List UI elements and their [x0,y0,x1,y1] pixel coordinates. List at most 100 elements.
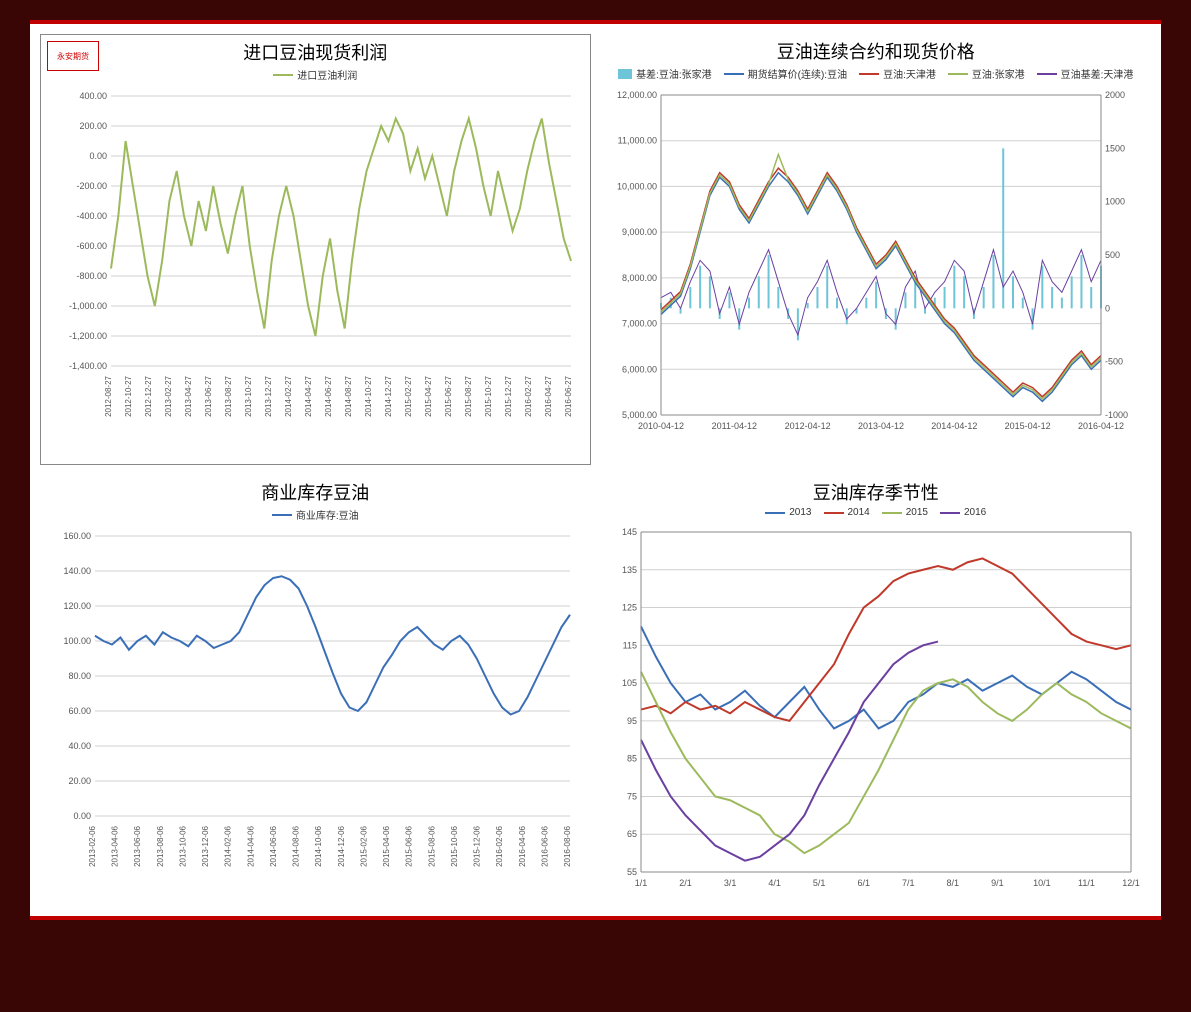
svg-text:5,000.00: 5,000.00 [621,410,656,420]
svg-text:120.00: 120.00 [63,601,91,611]
legend-swatch [724,73,744,75]
chart4-plot: 14513512511510595857565551/12/13/14/15/1… [601,522,1141,902]
legend-label: 期货结算价(连续):豆油 [748,66,847,81]
svg-text:10/1: 10/1 [1033,878,1051,888]
svg-text:2015-12-06: 2015-12-06 [473,825,482,866]
chart3-title: 商业库存豆油 [40,479,591,505]
svg-text:400.00: 400.00 [79,91,107,101]
svg-text:20.00: 20.00 [68,776,91,786]
svg-text:2013-10-27: 2013-10-27 [244,375,253,416]
svg-text:2013-04-06: 2013-04-06 [111,825,120,866]
svg-text:2014-04-12: 2014-04-12 [931,421,977,431]
legend-swatch [882,512,902,514]
svg-text:-800.00: -800.00 [76,271,107,281]
svg-text:55: 55 [626,867,636,877]
svg-text:2015-02-27: 2015-02-27 [404,375,413,416]
svg-text:200.00: 200.00 [79,121,107,131]
svg-text:2016-04-12: 2016-04-12 [1077,421,1123,431]
svg-text:4/1: 4/1 [768,878,781,888]
svg-text:7/1: 7/1 [902,878,915,888]
content-area: 永安期货 进口豆油现货利润 进口豆油利润 400.00 200.00 0.00 -20… [30,20,1161,920]
svg-text:100.00: 100.00 [63,636,91,646]
svg-text:1/1: 1/1 [634,878,647,888]
chart-inventory-seasonality: 豆油库存季节性 2013201420152016 145135125115105… [601,475,1152,906]
legend-item: 期货结算价(连续):豆油 [724,66,847,81]
svg-text:2014-12-27: 2014-12-27 [384,375,393,416]
svg-text:8/1: 8/1 [946,878,959,888]
svg-text:2016-04-06: 2016-04-06 [518,825,527,866]
legend-item: 2015 [882,507,928,518]
svg-text:145: 145 [621,527,636,537]
svg-text:60.00: 60.00 [68,706,91,716]
svg-text:2013-06-06: 2013-06-06 [133,825,142,866]
svg-text:95: 95 [626,716,636,726]
legend-item: 进口豆油利润 [273,67,357,82]
svg-text:2/1: 2/1 [679,878,692,888]
svg-text:11,000.00: 11,000.00 [617,136,656,146]
svg-text:2014-10-06: 2014-10-06 [314,825,323,866]
svg-text:85: 85 [626,754,636,764]
legend-swatch [272,514,292,516]
legend-item: 商业库存:豆油 [272,507,359,522]
legend-swatch [940,512,960,514]
legend-item: 2014 [824,507,870,518]
legend-label: 进口豆油利润 [297,67,357,82]
svg-text:125: 125 [621,603,636,613]
chart-commercial-inventory: 商业库存豆油 商业库存:豆油 160.00140.00120.00100.008… [40,475,591,906]
svg-text:2012-12-27: 2012-12-27 [144,375,153,416]
svg-text:-1000: -1000 [1105,410,1128,420]
svg-text:2013-12-27: 2013-12-27 [264,375,273,416]
svg-text:2012-10-27: 2012-10-27 [124,375,133,416]
chart1-title: 进口豆油现货利润 [41,39,590,65]
svg-text:12/1: 12/1 [1122,878,1140,888]
legend-item: 2016 [940,507,986,518]
svg-text:12,000.00: 12,000.00 [616,90,656,100]
svg-text:-600.00: -600.00 [76,241,107,251]
svg-text:2013-10-06: 2013-10-06 [178,825,187,866]
chart1-legend: 进口豆油利润 [41,67,590,82]
legend-swatch [859,73,879,75]
legend-item: 豆油:张家港 [948,66,1025,81]
svg-text:2013-08-06: 2013-08-06 [156,825,165,866]
svg-text:2014-06-06: 2014-06-06 [269,825,278,866]
svg-text:135: 135 [621,565,636,575]
legend-item: 豆油基差:天津港 [1037,66,1134,81]
svg-text:1500: 1500 [1105,143,1125,153]
svg-text:2013-04-12: 2013-04-12 [857,421,903,431]
svg-text:500: 500 [1105,250,1120,260]
svg-text:2000: 2000 [1105,90,1125,100]
svg-text:2012-08-27: 2012-08-27 [104,375,113,416]
svg-text:105: 105 [621,678,636,688]
svg-text:2014-10-27: 2014-10-27 [364,375,373,416]
svg-text:-200.00: -200.00 [76,181,107,191]
svg-text:5/1: 5/1 [812,878,825,888]
svg-text:2013-08-27: 2013-08-27 [224,375,233,416]
svg-text:65: 65 [626,829,636,839]
svg-text:2015-10-27: 2015-10-27 [484,375,493,416]
legend-label: 基差:豆油:张家港 [636,66,712,81]
svg-text:2014-12-06: 2014-12-06 [337,825,346,866]
svg-text:2012-04-12: 2012-04-12 [784,421,830,431]
svg-text:2015-06-27: 2015-06-27 [444,375,453,416]
svg-text:2015-08-27: 2015-08-27 [464,375,473,416]
svg-text:10,000.00: 10,000.00 [616,181,656,191]
legend-label: 2016 [964,507,986,518]
svg-text:140.00: 140.00 [63,566,91,576]
svg-text:2011-04-12: 2011-04-12 [711,421,756,431]
svg-text:6,000.00: 6,000.00 [621,364,656,374]
svg-text:7,000.00: 7,000.00 [621,319,656,329]
svg-text:8,000.00: 8,000.00 [621,273,656,283]
legend-label: 豆油基差:天津港 [1061,66,1134,81]
chart-soyoil-futures-spot: 豆油连续合约和现货价格 基差:豆油:张家港期货结算价(连续):豆油豆油:天津港豆… [601,34,1152,465]
svg-text:2014-04-27: 2014-04-27 [304,375,313,416]
svg-text:0.00: 0.00 [73,811,91,821]
svg-text:2013-02-06: 2013-02-06 [88,825,97,866]
svg-text:2016-02-27: 2016-02-27 [524,375,533,416]
svg-text:2013-04-27: 2013-04-27 [184,375,193,416]
svg-text:2013-02-27: 2013-02-27 [164,375,173,416]
chart-import-soyoil-profit: 永安期货 进口豆油现货利润 进口豆油利润 400.00200.000.00-20… [40,34,591,465]
logo-badge: 永安期货 [47,41,99,71]
svg-text:9/1: 9/1 [991,878,1004,888]
legend-label: 商业库存:豆油 [296,507,359,522]
chart2-title: 豆油连续合约和现货价格 [601,38,1152,64]
